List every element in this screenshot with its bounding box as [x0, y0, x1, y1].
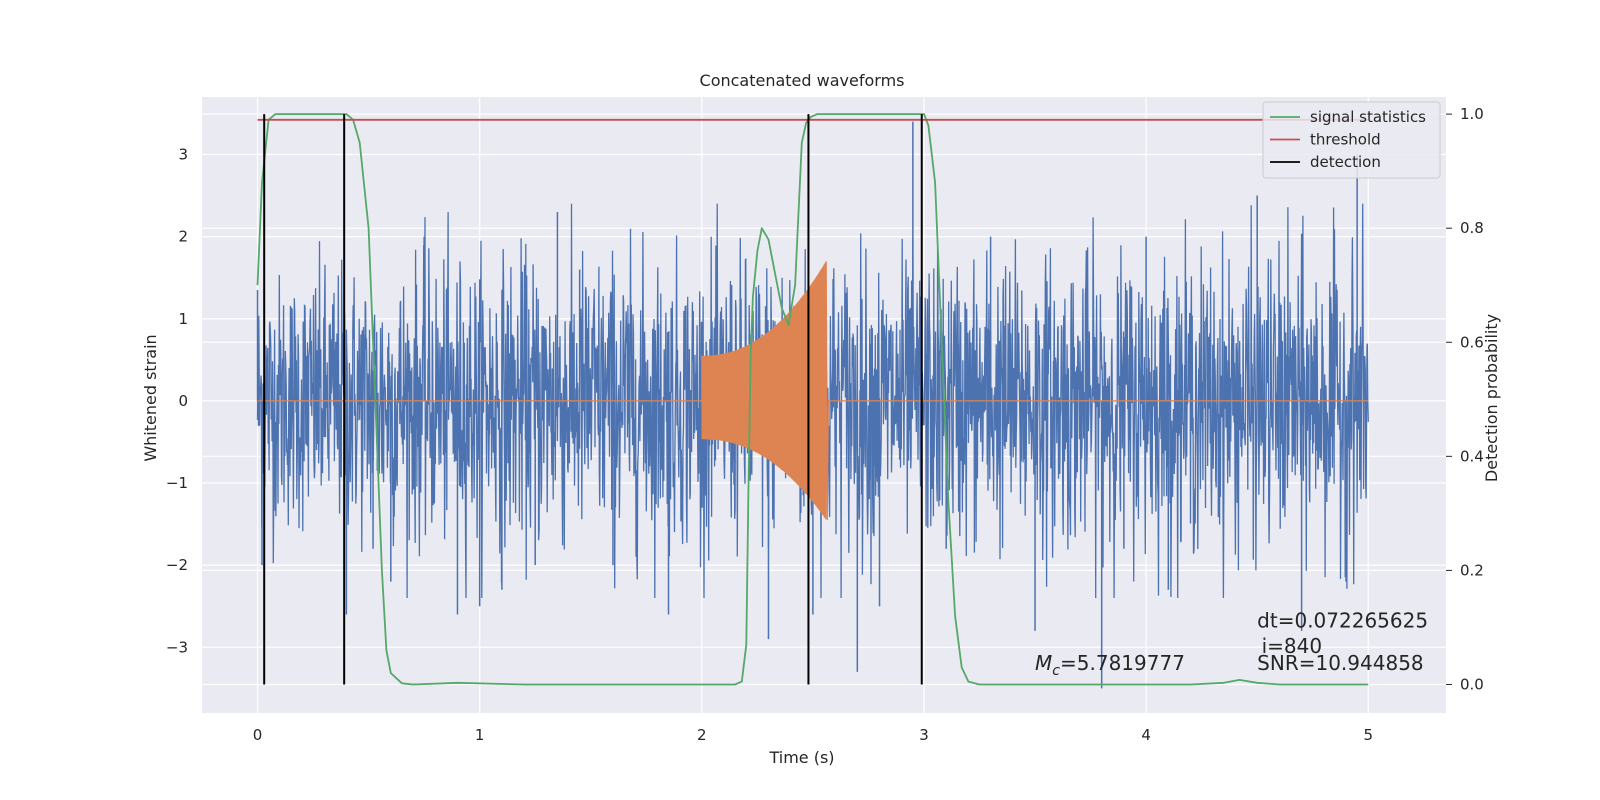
y-right-tick-label: 0.8: [1460, 219, 1484, 237]
x-tick-label: 4: [1141, 726, 1151, 744]
legend-label: detection: [1310, 153, 1381, 171]
y-left-tick-label: 0: [178, 392, 188, 410]
x-tick-label: 1: [475, 726, 485, 744]
x-tick-label: 5: [1363, 726, 1373, 744]
y-right-tick-label: 0.2: [1460, 561, 1484, 579]
annotation-text: dt=0.072265625: [1257, 608, 1428, 632]
plot-area: [256, 113, 1369, 689]
x-tick-label: 0: [253, 726, 263, 744]
y-left-tick-label: −1: [166, 474, 188, 492]
x-tick-label: 3: [919, 726, 929, 744]
y-right-tick-label: 0.4: [1460, 447, 1484, 465]
y-left-tick-label: 3: [178, 145, 188, 163]
y-left-tick-label: −3: [166, 638, 188, 656]
legend-box: [1262, 101, 1441, 179]
injected-chirp-series: [257, 261, 1369, 521]
signal-statistics-line: [256, 113, 1369, 686]
y-left-tick-label: 2: [178, 228, 188, 246]
x-tick-label: 2: [697, 726, 707, 744]
y-right-tick-label: 0.6: [1460, 333, 1484, 351]
legend-label: signal statistics: [1310, 108, 1426, 126]
y-right-tick-label: 0.0: [1460, 675, 1484, 693]
y-axis-label-left: Whitened strain: [141, 334, 160, 461]
x-axis-label: Time (s): [768, 748, 834, 767]
y-left-tick-label: 1: [178, 310, 188, 328]
annotation-text: SNR=10.944858: [1257, 651, 1423, 675]
annotation-text: i=840: [1262, 634, 1323, 658]
y-axis-label-right: Detection probability: [1482, 314, 1501, 482]
legend-label: threshold: [1310, 131, 1381, 149]
y-right-tick-label: 1.0: [1460, 105, 1484, 123]
annotation-text: Mc=5.7819777: [1035, 651, 1185, 679]
legend: signal statistics threshold detection: [1262, 101, 1441, 179]
chart-title: Concatenated waveforms: [700, 71, 905, 90]
y-left-tick-label: −2: [166, 556, 188, 574]
ticks: 0 1 2 3 4 5 −3 −2 −1 0 1 2 3 0.0 0.2 0.4 0.6 0.8 1.0: [166, 105, 1484, 744]
